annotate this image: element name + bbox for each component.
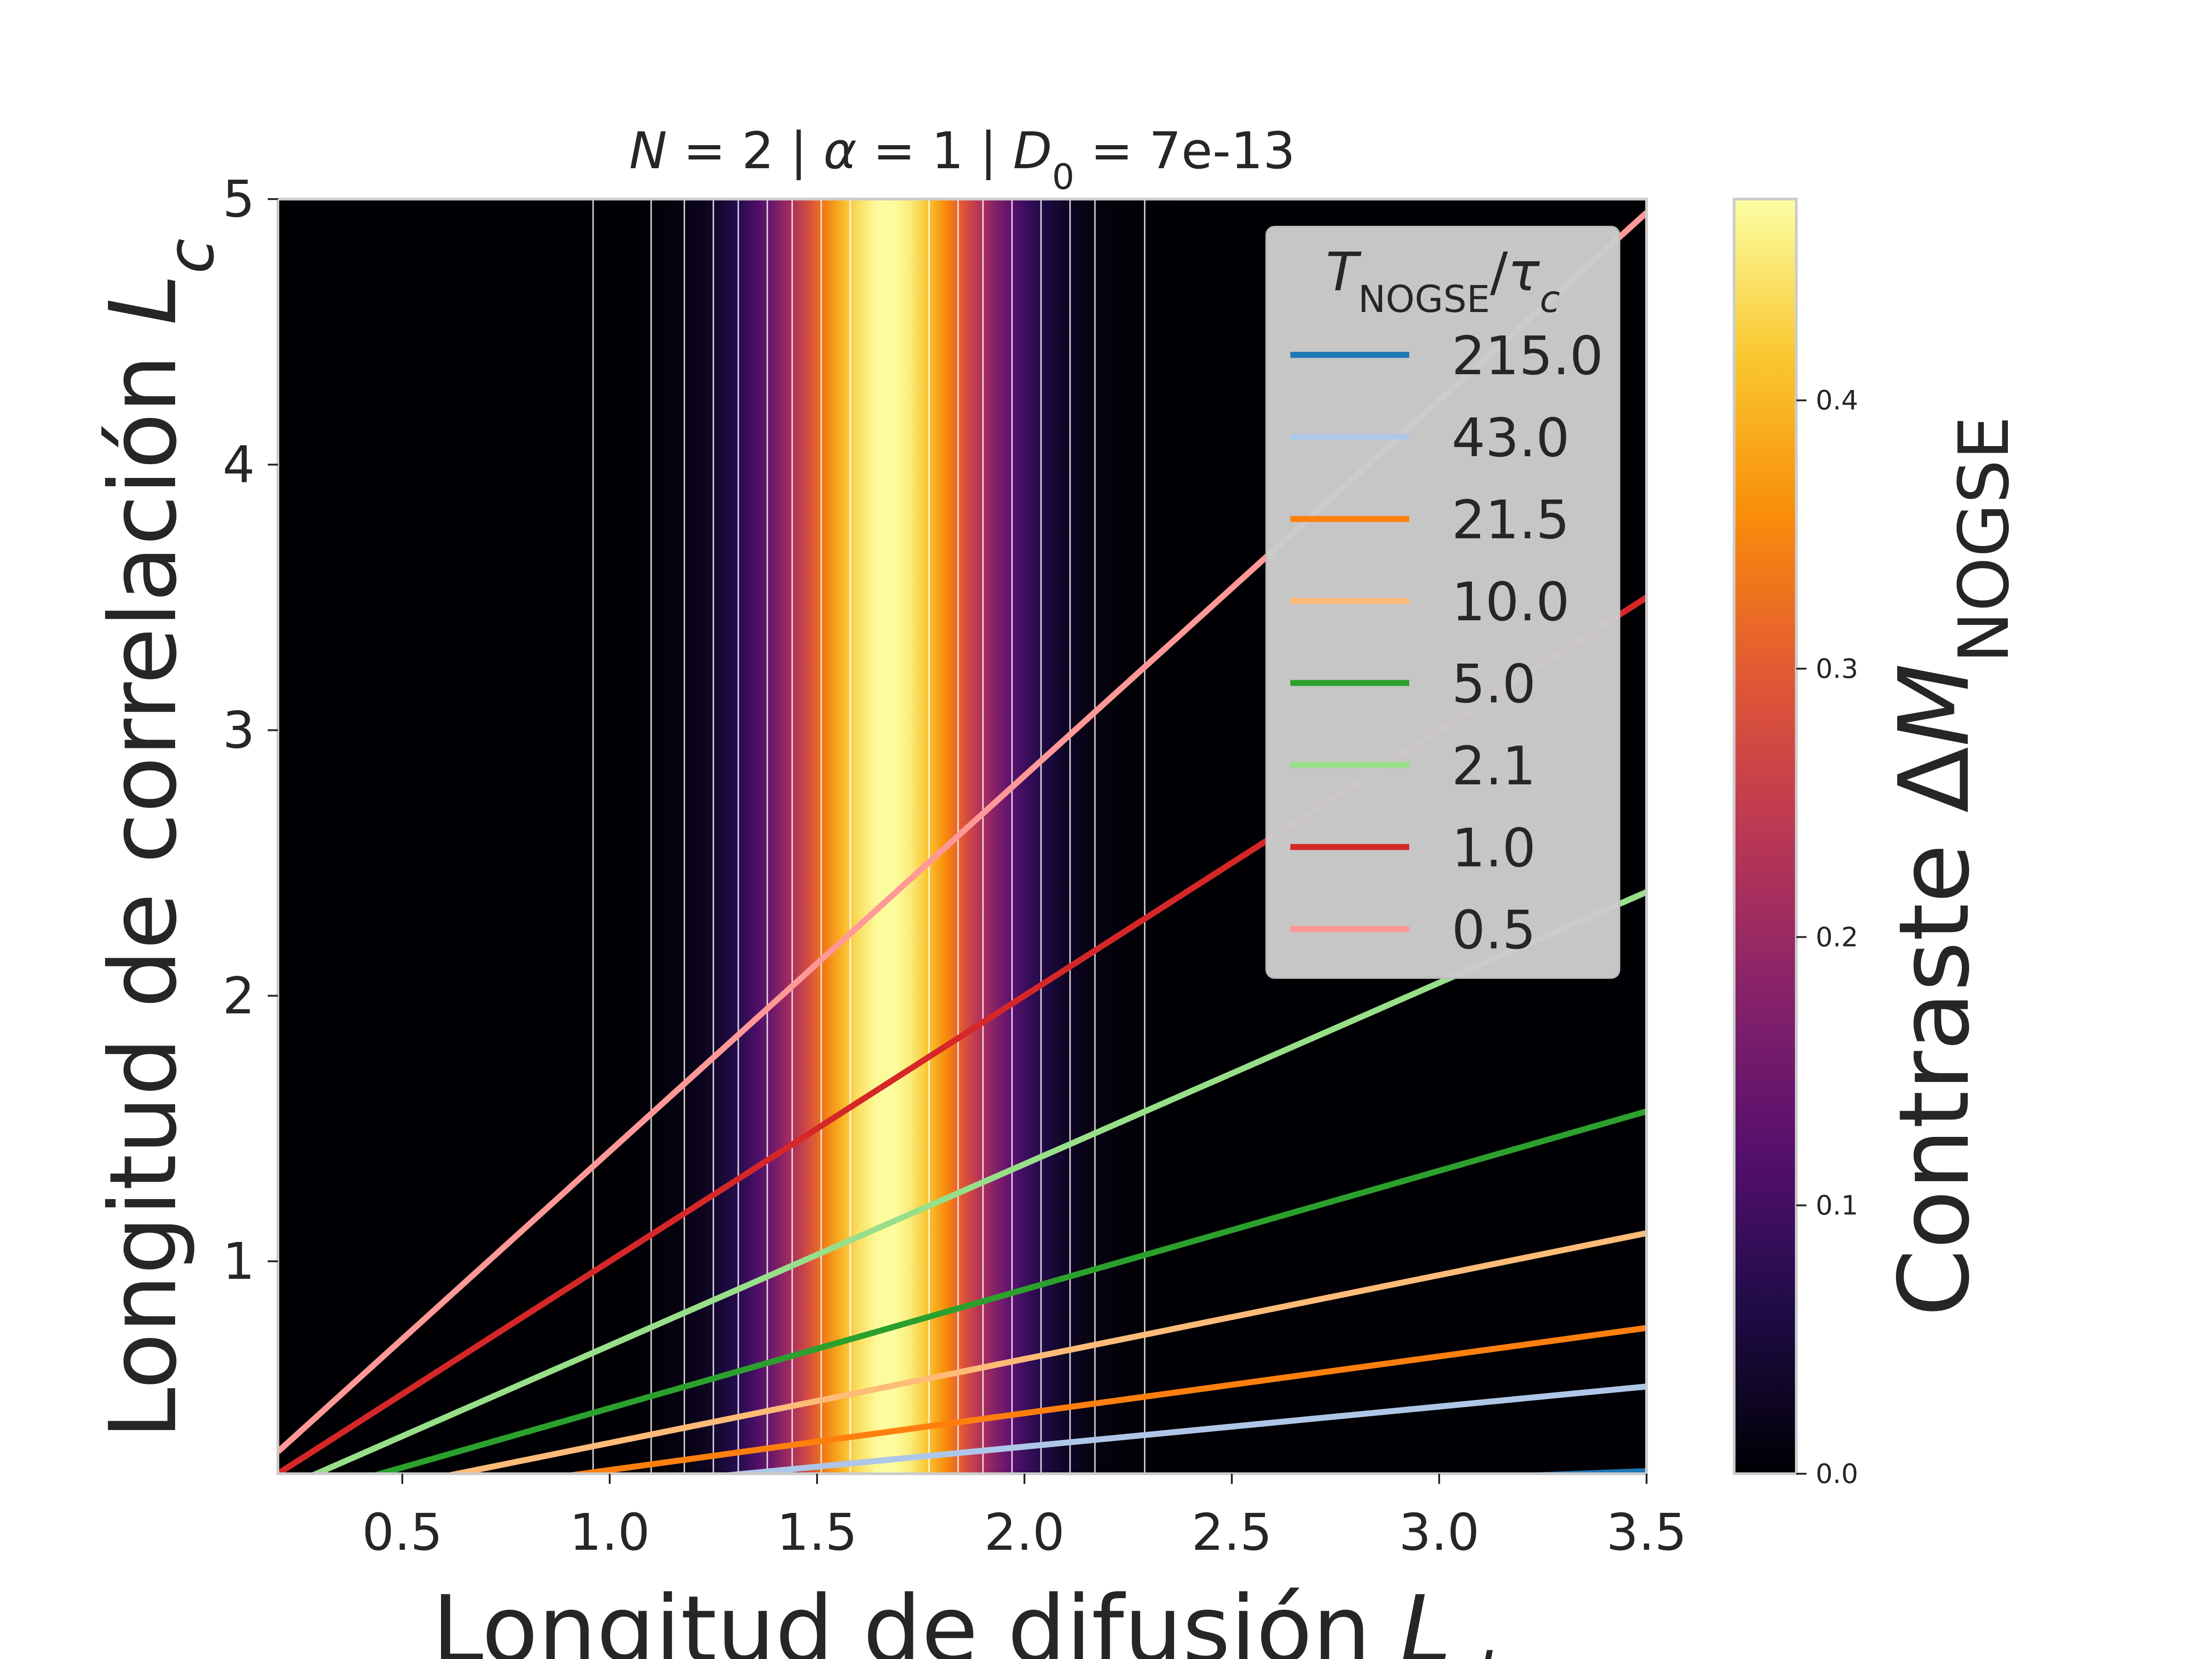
series-line-2.1 (309, 889, 1647, 1474)
legend-label-2.1: 2.1 (1452, 735, 1536, 797)
legend-label-43.0: 43.0 (1452, 407, 1570, 469)
legend-label-10.0: 10.0 (1452, 571, 1570, 633)
legend-label-5.0: 5.0 (1452, 653, 1536, 715)
series-line-10.0 (442, 1230, 1647, 1474)
x-tick-label: 1.5 (777, 1503, 858, 1562)
legend-label-215.0: 215.0 (1452, 325, 1603, 387)
legend-title: TNOGSE/τc (1326, 241, 1560, 321)
colorbar-ticks: 0.0 0.1 0.2 0.3 0.4 (1796, 385, 1858, 1489)
x-tick-label: 2.5 (1192, 1503, 1272, 1562)
colorbar-tick-label: 0.4 (1816, 385, 1858, 416)
series-line-5.0 (370, 1108, 1647, 1474)
colorbar-scale (1733, 198, 1798, 1475)
series-line-43.0 (713, 1383, 1647, 1474)
y-tick-label: 4 (223, 435, 255, 494)
colorbar-tick-label: 0.0 (1816, 1458, 1858, 1489)
colorbar-tick-label: 0.2 (1816, 921, 1858, 953)
x-axis-label: Longitud de difusión Ld (432, 1576, 1493, 1659)
y-tick-label: 2 (223, 966, 255, 1025)
x-tick-label: 0.5 (362, 1503, 443, 1562)
y-tick-label: 3 (223, 701, 255, 760)
x-tick-label: 3.0 (1399, 1503, 1480, 1562)
legend-label-0.5: 0.5 (1452, 900, 1536, 961)
legend: TNOGSE/τc 215.0 43.0 21.5 10.0 5.0 2.1 1.0 0.5 (1265, 226, 1620, 979)
y-axis-label: Longitud de correlación Lc (90, 238, 229, 1439)
y-tick-label: 5 (223, 170, 255, 229)
x-tick-label: 3.5 (1606, 1503, 1687, 1562)
y-tick-label: 1 (223, 1232, 255, 1291)
chart-title: N = 2 | α = 1 | D0 = 7e-13 (629, 121, 1295, 197)
legend-label-1.0: 1.0 (1452, 818, 1536, 879)
y-axis-ticks: 1 2 3 4 5 (223, 170, 278, 1291)
legend-box (1265, 226, 1620, 979)
colorbar: 0.0 0.1 0.2 0.3 0.4 Contraste ΔMNOGSE (1733, 198, 2024, 1489)
legend-label-21.5: 21.5 (1452, 489, 1570, 551)
x-tick-label: 1.0 (570, 1503, 650, 1562)
colorbar-label: Contraste ΔMNOGSE (1878, 416, 2024, 1317)
colorbar-tick-label: 0.3 (1816, 653, 1858, 684)
colorbar-tick-label: 0.1 (1816, 1190, 1858, 1221)
series-line-21.5 (560, 1325, 1647, 1474)
legend-items: 215.0 43.0 21.5 10.0 5.0 2.1 1.0 0.5 (1290, 325, 1603, 961)
x-axis-ticks: 0.5 1.0 1.5 2.0 2.5 3.0 3.5 (362, 1474, 1687, 1562)
x-tick-label: 2.0 (984, 1503, 1065, 1562)
plot-frame (276, 198, 1648, 1475)
